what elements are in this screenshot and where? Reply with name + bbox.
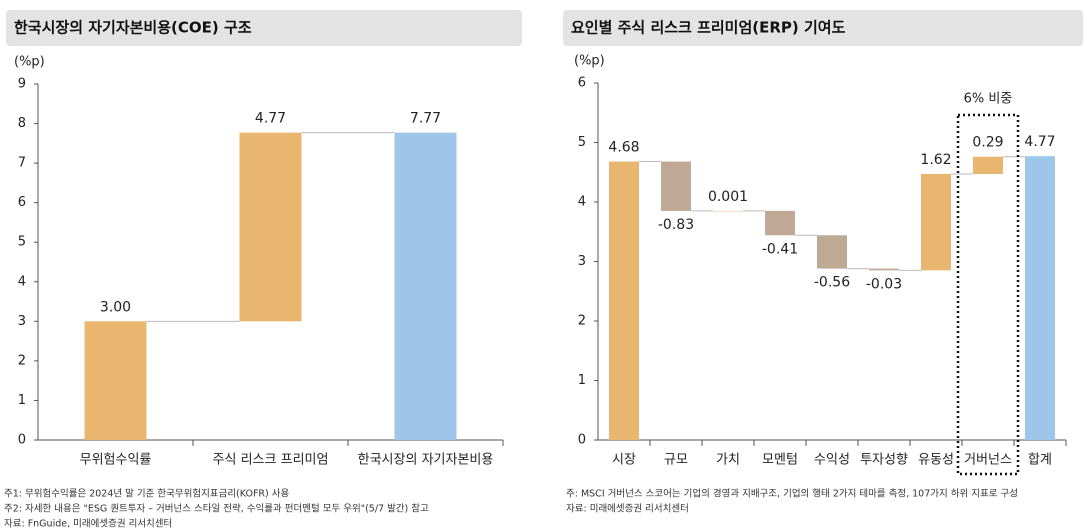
annotation: 6% 비중 <box>964 92 1013 107</box>
x-tick-label: 합계 <box>1028 453 1052 468</box>
x-tick-label: 거버넌스 <box>964 453 1012 468</box>
title-bar <box>6 10 522 46</box>
value-label: 1.62 <box>920 152 951 168</box>
value-label: -0.03 <box>866 276 902 292</box>
y-tick-label: 4 <box>578 195 586 210</box>
bar <box>609 161 639 441</box>
chart-title: 요인별 주식 리스크 프리미엄(ERP) 기여도 <box>571 19 846 37</box>
value-label: 4.77 <box>255 111 286 127</box>
unit-label: (%p) <box>574 54 605 69</box>
footnote: 주2: 자세한 내용은 "ESG 퀀트투자 – 거버넌스 스타일 전략, 수익률… <box>4 503 429 515</box>
y-tick-label: 6 <box>578 76 586 91</box>
footnote: 주: MSCI 거버넌스 스코어는 기업의 경영과 지배구조, 기업의 행태 2… <box>566 488 1018 500</box>
y-tick-label: 8 <box>18 116 26 131</box>
bar <box>973 156 1003 174</box>
footnote: 자료: 미래에셋증권 리서치센터 <box>566 503 689 515</box>
x-tick-label: 무위험수익률 <box>80 453 152 468</box>
x-tick-label: 주식 리스크 프리미엄 <box>213 453 329 468</box>
value-label: -0.56 <box>814 275 850 291</box>
y-tick-label: 0 <box>578 433 586 448</box>
y-tick-label: 3 <box>18 314 26 329</box>
highlight-box <box>956 113 1020 476</box>
x-tick-label: 시장 <box>612 453 636 468</box>
value-label: 0.001 <box>708 189 748 205</box>
y-tick-label: 0 <box>18 433 26 448</box>
y-tick-label: 4 <box>18 274 26 289</box>
bar <box>239 132 302 322</box>
x-tick-label: 규모 <box>664 453 688 468</box>
footnote: 자료: FnGuide, 미래에셋증권 리서치센터 <box>4 518 172 530</box>
y-tick-label: 9 <box>18 77 26 92</box>
unit-label: (%p) <box>14 55 45 70</box>
bar <box>1025 156 1055 440</box>
x-tick-label: 수익성 <box>814 453 850 468</box>
bar <box>765 210 795 236</box>
value-label: 7.77 <box>410 111 441 127</box>
y-tick-label: 3 <box>578 254 586 269</box>
value-label: 4.68 <box>608 140 639 156</box>
bar <box>84 321 147 440</box>
bar <box>921 173 951 271</box>
y-tick-label: 2 <box>18 353 26 368</box>
bar <box>394 132 457 441</box>
title-bar <box>563 10 1083 46</box>
chart-title: 한국시장의 자기자본비용(COE) 구조 <box>14 19 252 37</box>
y-tick-label: 6 <box>18 195 26 210</box>
x-tick-label: 모멘텀 <box>762 453 798 468</box>
x-tick-label: 유동성 <box>918 453 954 468</box>
x-tick-label: 투자성향 <box>860 453 908 468</box>
value-label: 4.77 <box>1024 134 1055 150</box>
bar <box>817 235 847 269</box>
x-tick-label: 한국시장의 자기자본비용 <box>358 453 494 468</box>
y-tick-label: 5 <box>18 235 26 250</box>
y-tick-label: 1 <box>578 373 586 388</box>
footnote: 주1: 무위험수익률은 2024년 말 기준 한국무위험지표금리(KOFR) 사… <box>4 488 289 500</box>
bar <box>661 161 691 211</box>
y-tick-label: 7 <box>18 156 26 171</box>
value-label: 0.29 <box>972 135 1003 151</box>
bar <box>713 210 743 212</box>
bar <box>869 268 899 271</box>
y-tick-label: 2 <box>578 314 586 329</box>
y-tick-label: 1 <box>18 393 26 408</box>
y-tick-label: 5 <box>578 135 586 150</box>
value-label: -0.41 <box>762 241 798 257</box>
x-tick-label: 가치 <box>716 453 740 468</box>
value-label: -0.83 <box>658 217 694 233</box>
value-label: 3.00 <box>100 299 131 315</box>
